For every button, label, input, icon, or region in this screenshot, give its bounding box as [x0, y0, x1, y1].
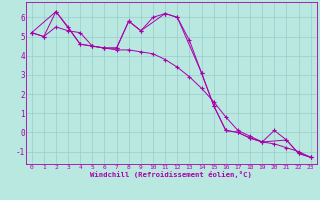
- X-axis label: Windchill (Refroidissement éolien,°C): Windchill (Refroidissement éolien,°C): [90, 171, 252, 178]
